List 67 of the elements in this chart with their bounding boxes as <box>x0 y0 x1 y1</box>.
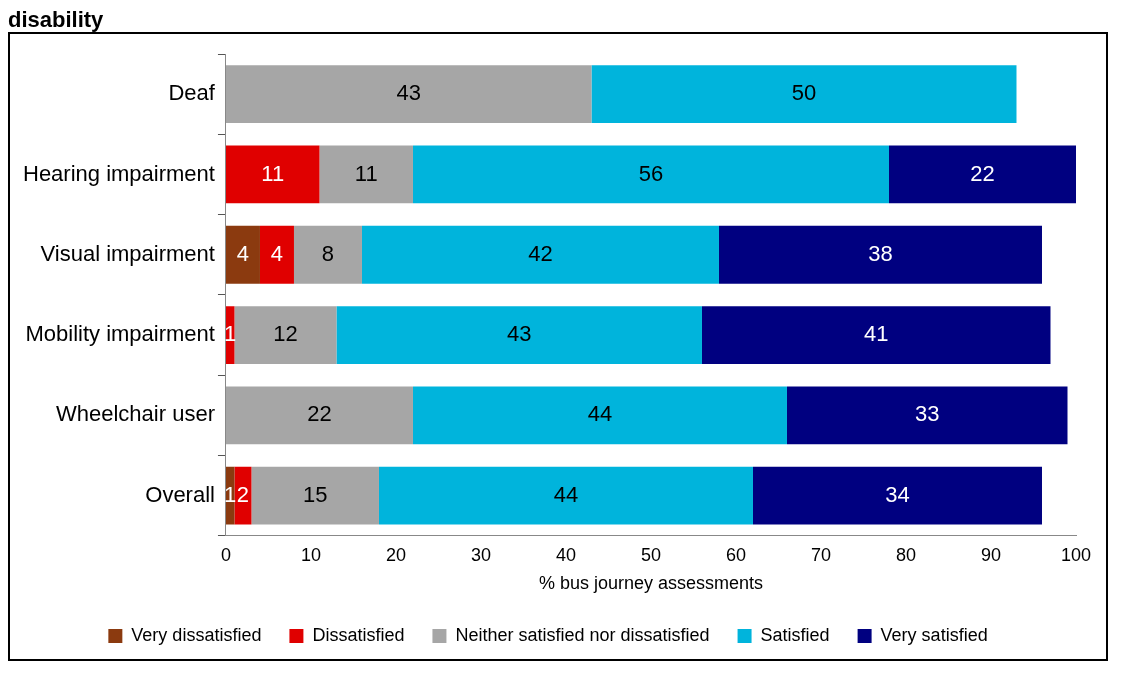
bar <box>752 466 1042 525</box>
x-tick-label: 90 <box>980 544 1002 565</box>
y-tick-label: Overall <box>145 481 215 507</box>
data-label: 38 <box>868 240 893 266</box>
bar <box>225 145 320 204</box>
x-tick-label: 40 <box>555 544 576 565</box>
data-label: 50 <box>791 80 817 106</box>
data-label: 8 <box>321 240 335 266</box>
bar <box>319 145 413 204</box>
bar <box>225 386 413 445</box>
x-tick-label: 30 <box>470 544 491 565</box>
data-label: 42 <box>528 240 553 266</box>
bar <box>234 466 252 525</box>
x-tick-label: 10 <box>300 544 321 565</box>
bar <box>251 466 379 525</box>
data-label: 12 <box>273 321 298 347</box>
data-label: 4 <box>270 240 284 266</box>
x-tick-label: 0 <box>220 544 231 565</box>
bar <box>412 386 787 445</box>
data-label: 43 <box>396 80 421 106</box>
x-tick-label: 70 <box>810 544 831 565</box>
bar <box>701 306 1051 364</box>
y-tick-label: Mobility impairment <box>25 321 215 347</box>
x-tick-label: 50 <box>640 544 661 565</box>
y-tick-label: Visual impairment <box>40 240 215 266</box>
data-label: 15 <box>302 481 328 507</box>
bar <box>225 225 260 284</box>
x-tick-label: 20 <box>385 544 406 565</box>
data-label: 43 <box>506 321 532 347</box>
x-tick-label: 100 <box>1060 544 1092 565</box>
data-label: 11 <box>354 160 378 186</box>
x-tick-label: 60 <box>725 544 746 565</box>
data-label: 44 <box>587 401 613 427</box>
y-tick-label: Deaf <box>168 80 216 106</box>
y-tick-label: Wheelchair user <box>56 401 215 427</box>
legend-label: Satisfied <box>760 624 830 645</box>
bar <box>336 306 702 364</box>
data-label: 22 <box>970 160 995 186</box>
data-label: 1 <box>224 481 237 507</box>
data-label: 11 <box>261 160 285 186</box>
bar <box>378 466 753 525</box>
data-label: 22 <box>307 401 332 427</box>
data-label: 2 <box>236 481 250 507</box>
legend-label: Very dissatisfied <box>131 624 262 645</box>
data-label: 34 <box>885 481 910 507</box>
data-label: 44 <box>553 481 579 507</box>
x-axis-title: % bus journey assessments <box>538 573 764 594</box>
bar <box>888 145 1076 204</box>
data-label: 56 <box>638 160 664 186</box>
bar <box>234 306 337 364</box>
legend-label: Very satisfied <box>880 624 988 645</box>
bar <box>591 65 1017 124</box>
y-tick-label: Hearing impairment <box>22 160 215 186</box>
data-label: 33 <box>915 401 940 427</box>
bar <box>786 386 1068 445</box>
legend-label: Neither satisfied nor dissatisfied <box>455 624 710 645</box>
legend-label: Dissatisfied <box>312 624 405 645</box>
data-label: 4 <box>236 240 250 266</box>
chart-title: disability <box>8 7 105 32</box>
bar <box>259 225 294 284</box>
bar <box>412 145 889 204</box>
x-tick-label: 80 <box>895 544 917 565</box>
bar <box>718 225 1042 284</box>
bar <box>293 225 362 284</box>
bar <box>361 225 719 284</box>
bar <box>225 65 592 124</box>
data-label: 41 <box>864 321 889 347</box>
